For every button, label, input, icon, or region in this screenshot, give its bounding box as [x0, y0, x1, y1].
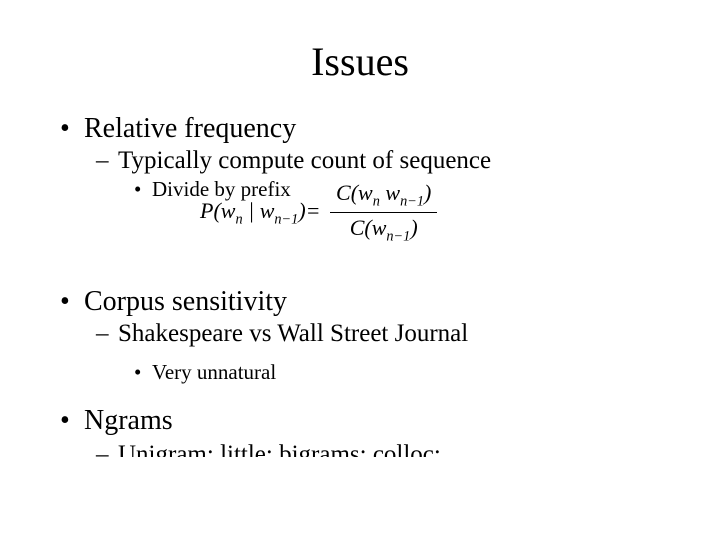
formula-numerator: C(wn wn−1) [330, 180, 437, 213]
formula-open: ( [213, 198, 220, 223]
formula-sub-nm1: n−1 [274, 211, 298, 227]
formula-P: P [200, 198, 213, 223]
subbullet-shakespeare-wsj: Shakespeare vs Wall Street Journal [96, 320, 680, 348]
formula-denominator: C(wn−1) [330, 213, 437, 245]
formula-eq: = [306, 198, 321, 223]
bullet-relative-frequency: Relative frequency [60, 113, 680, 145]
formula-close: ) [298, 198, 305, 223]
formula-w2: w [260, 198, 275, 223]
bullet-ngrams: Ngrams [60, 405, 680, 437]
formula-sub-n: n [235, 211, 242, 227]
cutoff-region: Unigram: little; bigrams: colloc; [60, 439, 680, 457]
slide-body: Relative frequency Typically compute cou… [0, 113, 720, 457]
formula-fraction: C(wn wn−1) C(wn−1) [330, 180, 437, 246]
bigram-probability-formula: P(wn | wn−1)= C(wn wn−1) C(wn−1) [200, 180, 437, 246]
subbullet-typically-compute: Typically compute count of sequence [96, 147, 680, 175]
bullet-corpus-sensitivity: Corpus sensitivity [60, 286, 680, 318]
slide-title: Issues [0, 38, 720, 85]
slide: Issues Relative frequency Typically comp… [0, 38, 720, 540]
subsubbullet-very-unnatural: Very unnatural [134, 360, 680, 385]
formula-bar: | [243, 198, 260, 223]
subbullet-unigram-bigrams: Unigram: little; bigrams: colloc; [96, 441, 680, 457]
formula-w: w [221, 198, 236, 223]
